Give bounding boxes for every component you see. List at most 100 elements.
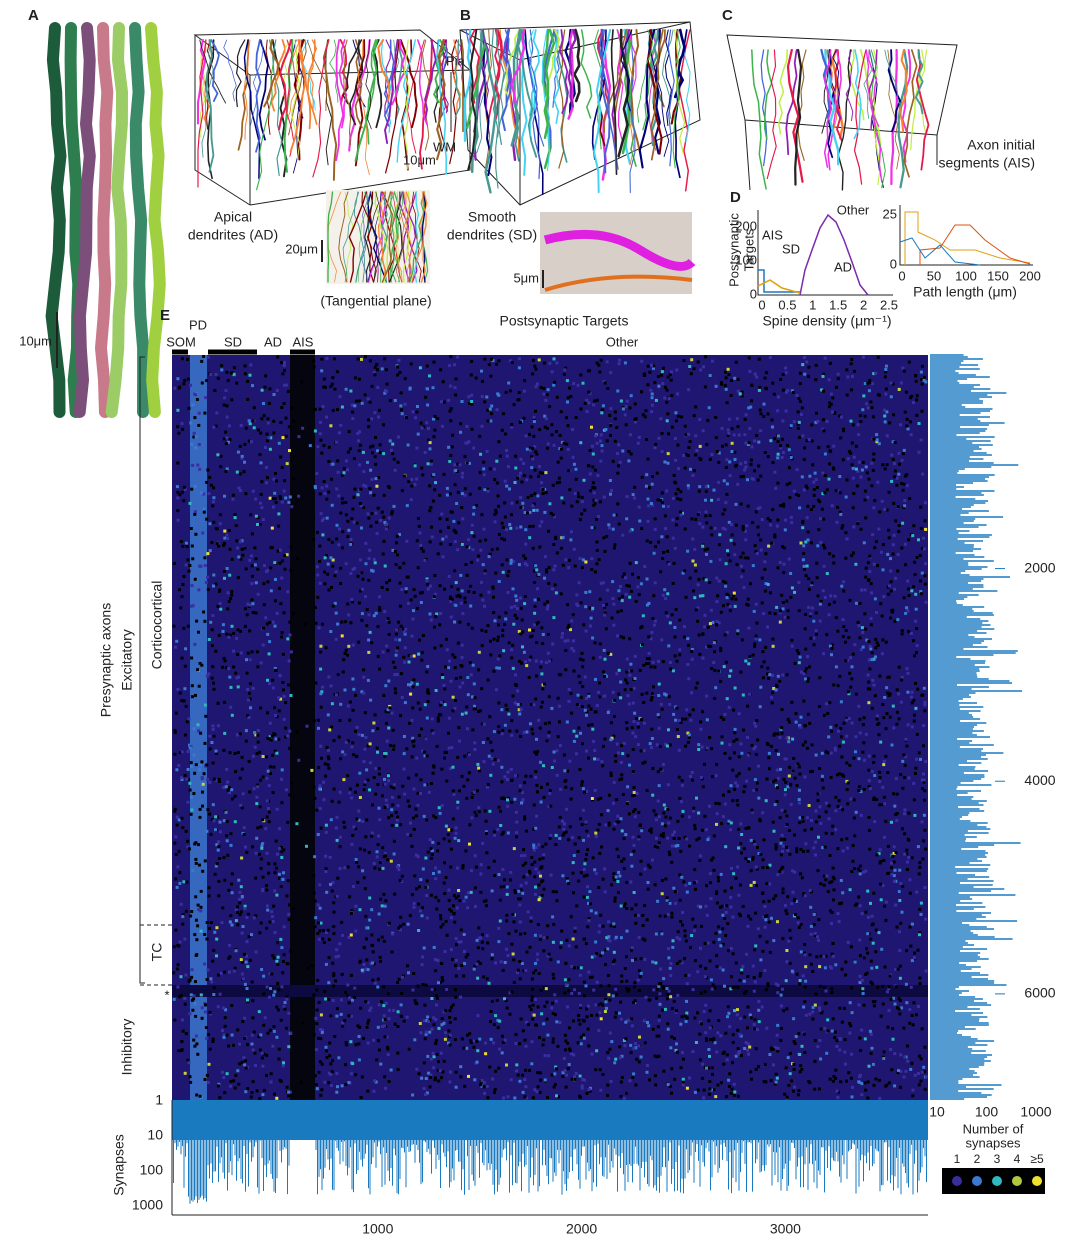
- cell: [246, 998, 249, 1002]
- cell: [399, 624, 403, 628]
- cell: [300, 380, 304, 384]
- cell: [837, 920, 841, 924]
- cell: [834, 809, 838, 813]
- cell: [212, 425, 216, 429]
- cell: [762, 838, 766, 842]
- cell: [869, 1051, 873, 1055]
- cell: [608, 1047, 612, 1051]
- cell: [189, 1080, 193, 1084]
- cell: [655, 996, 659, 1000]
- cell: [651, 793, 655, 797]
- cell: [812, 636, 816, 640]
- cell: [698, 1032, 702, 1036]
- cell: [874, 928, 878, 932]
- cell: [368, 359, 372, 363]
- cell: [610, 883, 614, 887]
- cell: [361, 450, 365, 454]
- cell: [918, 907, 922, 911]
- cell: [912, 524, 916, 528]
- cell: [530, 494, 534, 498]
- cell: [251, 999, 255, 1003]
- cell: [509, 1078, 513, 1082]
- cell: [251, 419, 255, 423]
- cell: [356, 493, 360, 497]
- cell: [513, 889, 517, 893]
- cell: [703, 625, 707, 629]
- cell: [330, 382, 334, 386]
- cell: [739, 914, 742, 918]
- cell: [339, 423, 343, 427]
- cell: [897, 665, 901, 669]
- cell: [797, 661, 801, 665]
- cell: [715, 762, 719, 766]
- cell: [337, 954, 341, 958]
- cell: [184, 829, 188, 833]
- cell: [387, 633, 391, 636]
- cell: [227, 424, 231, 428]
- cell: [735, 1013, 739, 1017]
- cell: [643, 1041, 647, 1045]
- cell: [754, 510, 758, 514]
- cell: [881, 1002, 885, 1006]
- cell: [423, 1037, 427, 1041]
- cell: [673, 626, 677, 629]
- cell: [779, 504, 783, 507]
- cell: [797, 494, 801, 498]
- cell: [481, 563, 485, 567]
- cell: [709, 559, 713, 563]
- cell: [447, 746, 451, 750]
- cell: [908, 1008, 912, 1012]
- cell: [313, 1074, 317, 1078]
- cell: [182, 626, 186, 630]
- cell: [592, 988, 596, 992]
- cell: [430, 849, 434, 852]
- cell: [325, 484, 329, 488]
- cell: [564, 366, 568, 370]
- cell: [590, 975, 594, 979]
- cell: [537, 883, 541, 887]
- cell: [593, 641, 597, 645]
- cell: [257, 1010, 261, 1014]
- cell: [879, 740, 883, 744]
- cell: [683, 569, 687, 573]
- cell: [704, 1003, 708, 1007]
- cell: [475, 1060, 479, 1064]
- cell: [240, 1060, 244, 1064]
- neurite: [601, 29, 617, 171]
- cell: [397, 620, 401, 624]
- cell: [777, 395, 780, 399]
- cell: [521, 891, 525, 895]
- cell: [904, 390, 908, 394]
- cell: [356, 431, 360, 435]
- neurite: [664, 29, 672, 127]
- cell: [783, 615, 787, 619]
- cell: [778, 620, 782, 624]
- cell: [650, 631, 654, 634]
- cell: [319, 644, 323, 648]
- cell: [804, 574, 808, 578]
- cell: [556, 960, 560, 964]
- cell: [679, 849, 683, 853]
- cell: [376, 625, 380, 629]
- cell: [390, 512, 394, 516]
- cell: [831, 396, 835, 400]
- cell: [885, 410, 889, 414]
- cell: [585, 873, 589, 877]
- cell: [358, 908, 362, 912]
- cell: [779, 444, 782, 448]
- cell: [741, 551, 745, 555]
- cell: [587, 970, 591, 974]
- cell: [649, 637, 653, 641]
- cell: [538, 896, 542, 900]
- cell: [741, 964, 745, 968]
- cell: [575, 904, 579, 908]
- cell: [503, 885, 506, 889]
- cell: [618, 778, 622, 782]
- cell: [697, 577, 701, 581]
- cell: [771, 674, 775, 677]
- cell: [872, 761, 876, 764]
- cell: [180, 595, 184, 599]
- cell: [214, 751, 218, 755]
- cell: [754, 911, 758, 915]
- cell: [481, 933, 484, 937]
